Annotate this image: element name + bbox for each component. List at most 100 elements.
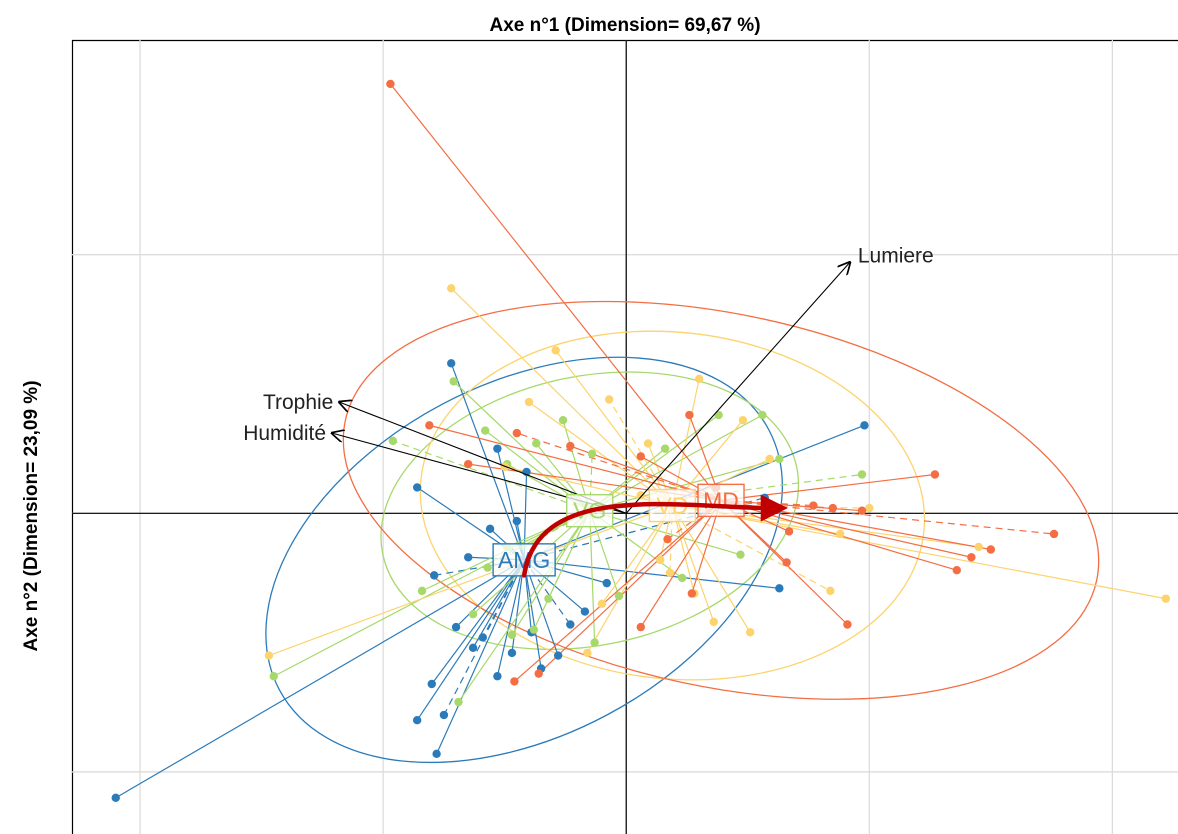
data-point-vg bbox=[558, 415, 568, 425]
data-point-vg bbox=[468, 609, 478, 619]
data-point-vd bbox=[974, 542, 983, 552]
data-point-amg bbox=[553, 651, 563, 660]
gridlines bbox=[72, 40, 1178, 834]
data-point-amg bbox=[447, 359, 456, 368]
data-point-vd bbox=[643, 439, 653, 448]
star-segment-md bbox=[720, 473, 935, 501]
data-point-md bbox=[1049, 529, 1059, 539]
data-point-vd bbox=[583, 648, 592, 658]
star-segment-vd bbox=[671, 505, 715, 623]
data-point-amg bbox=[427, 679, 436, 689]
data-point-amg bbox=[485, 524, 495, 534]
data-point-md bbox=[425, 421, 434, 430]
data-point-vd bbox=[835, 529, 845, 539]
data-point-md bbox=[952, 565, 961, 575]
star-segment-vd bbox=[672, 504, 1166, 600]
data-point-vd bbox=[765, 454, 774, 464]
data-point-md bbox=[828, 503, 838, 513]
confidence-ellipse-md bbox=[342, 300, 1100, 700]
data-point-md bbox=[784, 527, 794, 536]
data-point-vd bbox=[551, 346, 560, 355]
data-point-md bbox=[386, 79, 395, 89]
star-segment-amg bbox=[524, 559, 780, 589]
confidence-ellipse-vg bbox=[380, 371, 800, 651]
data-point-amg bbox=[478, 633, 487, 642]
data-point-vg bbox=[529, 625, 539, 634]
data-point-vg bbox=[269, 672, 278, 681]
variable-label: Humidité bbox=[243, 422, 326, 445]
y-axis-label: Axe n°2 (Dimension= 23,09 %) bbox=[21, 380, 42, 651]
data-point-md bbox=[685, 410, 694, 420]
data-point-md bbox=[510, 677, 519, 686]
data-point-amg bbox=[111, 793, 120, 802]
data-point-vg bbox=[454, 697, 463, 707]
star-segment-vd bbox=[555, 349, 673, 506]
group-label-box bbox=[697, 483, 745, 518]
data-point-vg bbox=[736, 550, 745, 559]
data-point-amg bbox=[580, 607, 590, 616]
data-point-md bbox=[843, 620, 852, 629]
data-point-md bbox=[464, 459, 473, 469]
data-point-amg bbox=[439, 710, 449, 720]
data-point-md bbox=[857, 506, 867, 515]
data-point-md bbox=[986, 545, 996, 554]
star-segment-vg bbox=[273, 510, 591, 677]
data-point-amg bbox=[432, 749, 441, 759]
star-segment-vg bbox=[457, 510, 591, 703]
data-point-vg bbox=[481, 426, 490, 435]
data-point-amg bbox=[493, 672, 502, 681]
star-segment-md bbox=[389, 83, 722, 501]
confidence-ellipse-vd bbox=[419, 330, 926, 681]
data-point-amg bbox=[412, 483, 422, 492]
star-segment-md bbox=[538, 499, 722, 675]
star-segment-md bbox=[640, 500, 722, 628]
data-point-md bbox=[566, 441, 575, 451]
variable-arrows: Lumiere Trophie Humidité bbox=[243, 244, 934, 514]
data-point-amg bbox=[429, 571, 439, 580]
variable-arrow bbox=[625, 262, 850, 514]
data-point-vg bbox=[775, 454, 784, 464]
data-point-amg bbox=[451, 622, 461, 632]
star-segment-vg bbox=[589, 458, 780, 512]
data-point-vg bbox=[660, 444, 670, 453]
data-point-vd bbox=[826, 586, 835, 596]
data-point-vd bbox=[656, 555, 665, 565]
data-point-vd bbox=[738, 415, 748, 425]
data-point-vd bbox=[524, 397, 534, 407]
star-segment-amg bbox=[450, 363, 525, 561]
data-point-vg bbox=[614, 591, 624, 601]
data-point-vd bbox=[597, 599, 607, 609]
star-segment-vg bbox=[589, 510, 741, 556]
trajectory bbox=[521, 494, 788, 578]
data-point-vg bbox=[483, 563, 492, 572]
data-point-vd bbox=[745, 628, 755, 637]
data-point-vg bbox=[417, 586, 427, 596]
star-segment-amg bbox=[431, 559, 525, 685]
data-point-vg bbox=[507, 630, 517, 640]
data-point-vd bbox=[605, 395, 614, 404]
zero-axes bbox=[72, 40, 1178, 834]
star-segment-vd bbox=[671, 505, 751, 633]
star-segment-vd bbox=[586, 505, 673, 654]
data-point-md bbox=[534, 669, 543, 678]
variable-label: Lumiere bbox=[858, 244, 934, 267]
data-point-amg bbox=[507, 648, 517, 658]
data-point-vg bbox=[677, 573, 687, 583]
data-point-vg bbox=[388, 436, 398, 446]
data-point-amg bbox=[468, 643, 478, 652]
trajectory-arrow bbox=[521, 494, 788, 578]
data-point-vg bbox=[532, 439, 541, 448]
star-segment-md bbox=[720, 499, 1055, 535]
data-point-vd bbox=[865, 503, 874, 513]
data-point-vg bbox=[544, 594, 553, 603]
data-point-amg bbox=[602, 578, 611, 588]
star-segment-amg bbox=[496, 559, 525, 677]
data-point-vd bbox=[636, 490, 645, 500]
data-point-md bbox=[967, 553, 976, 562]
data-point-vd bbox=[1161, 594, 1171, 603]
confidence-ellipse-amg bbox=[265, 356, 784, 764]
star-segment-md bbox=[514, 499, 722, 682]
